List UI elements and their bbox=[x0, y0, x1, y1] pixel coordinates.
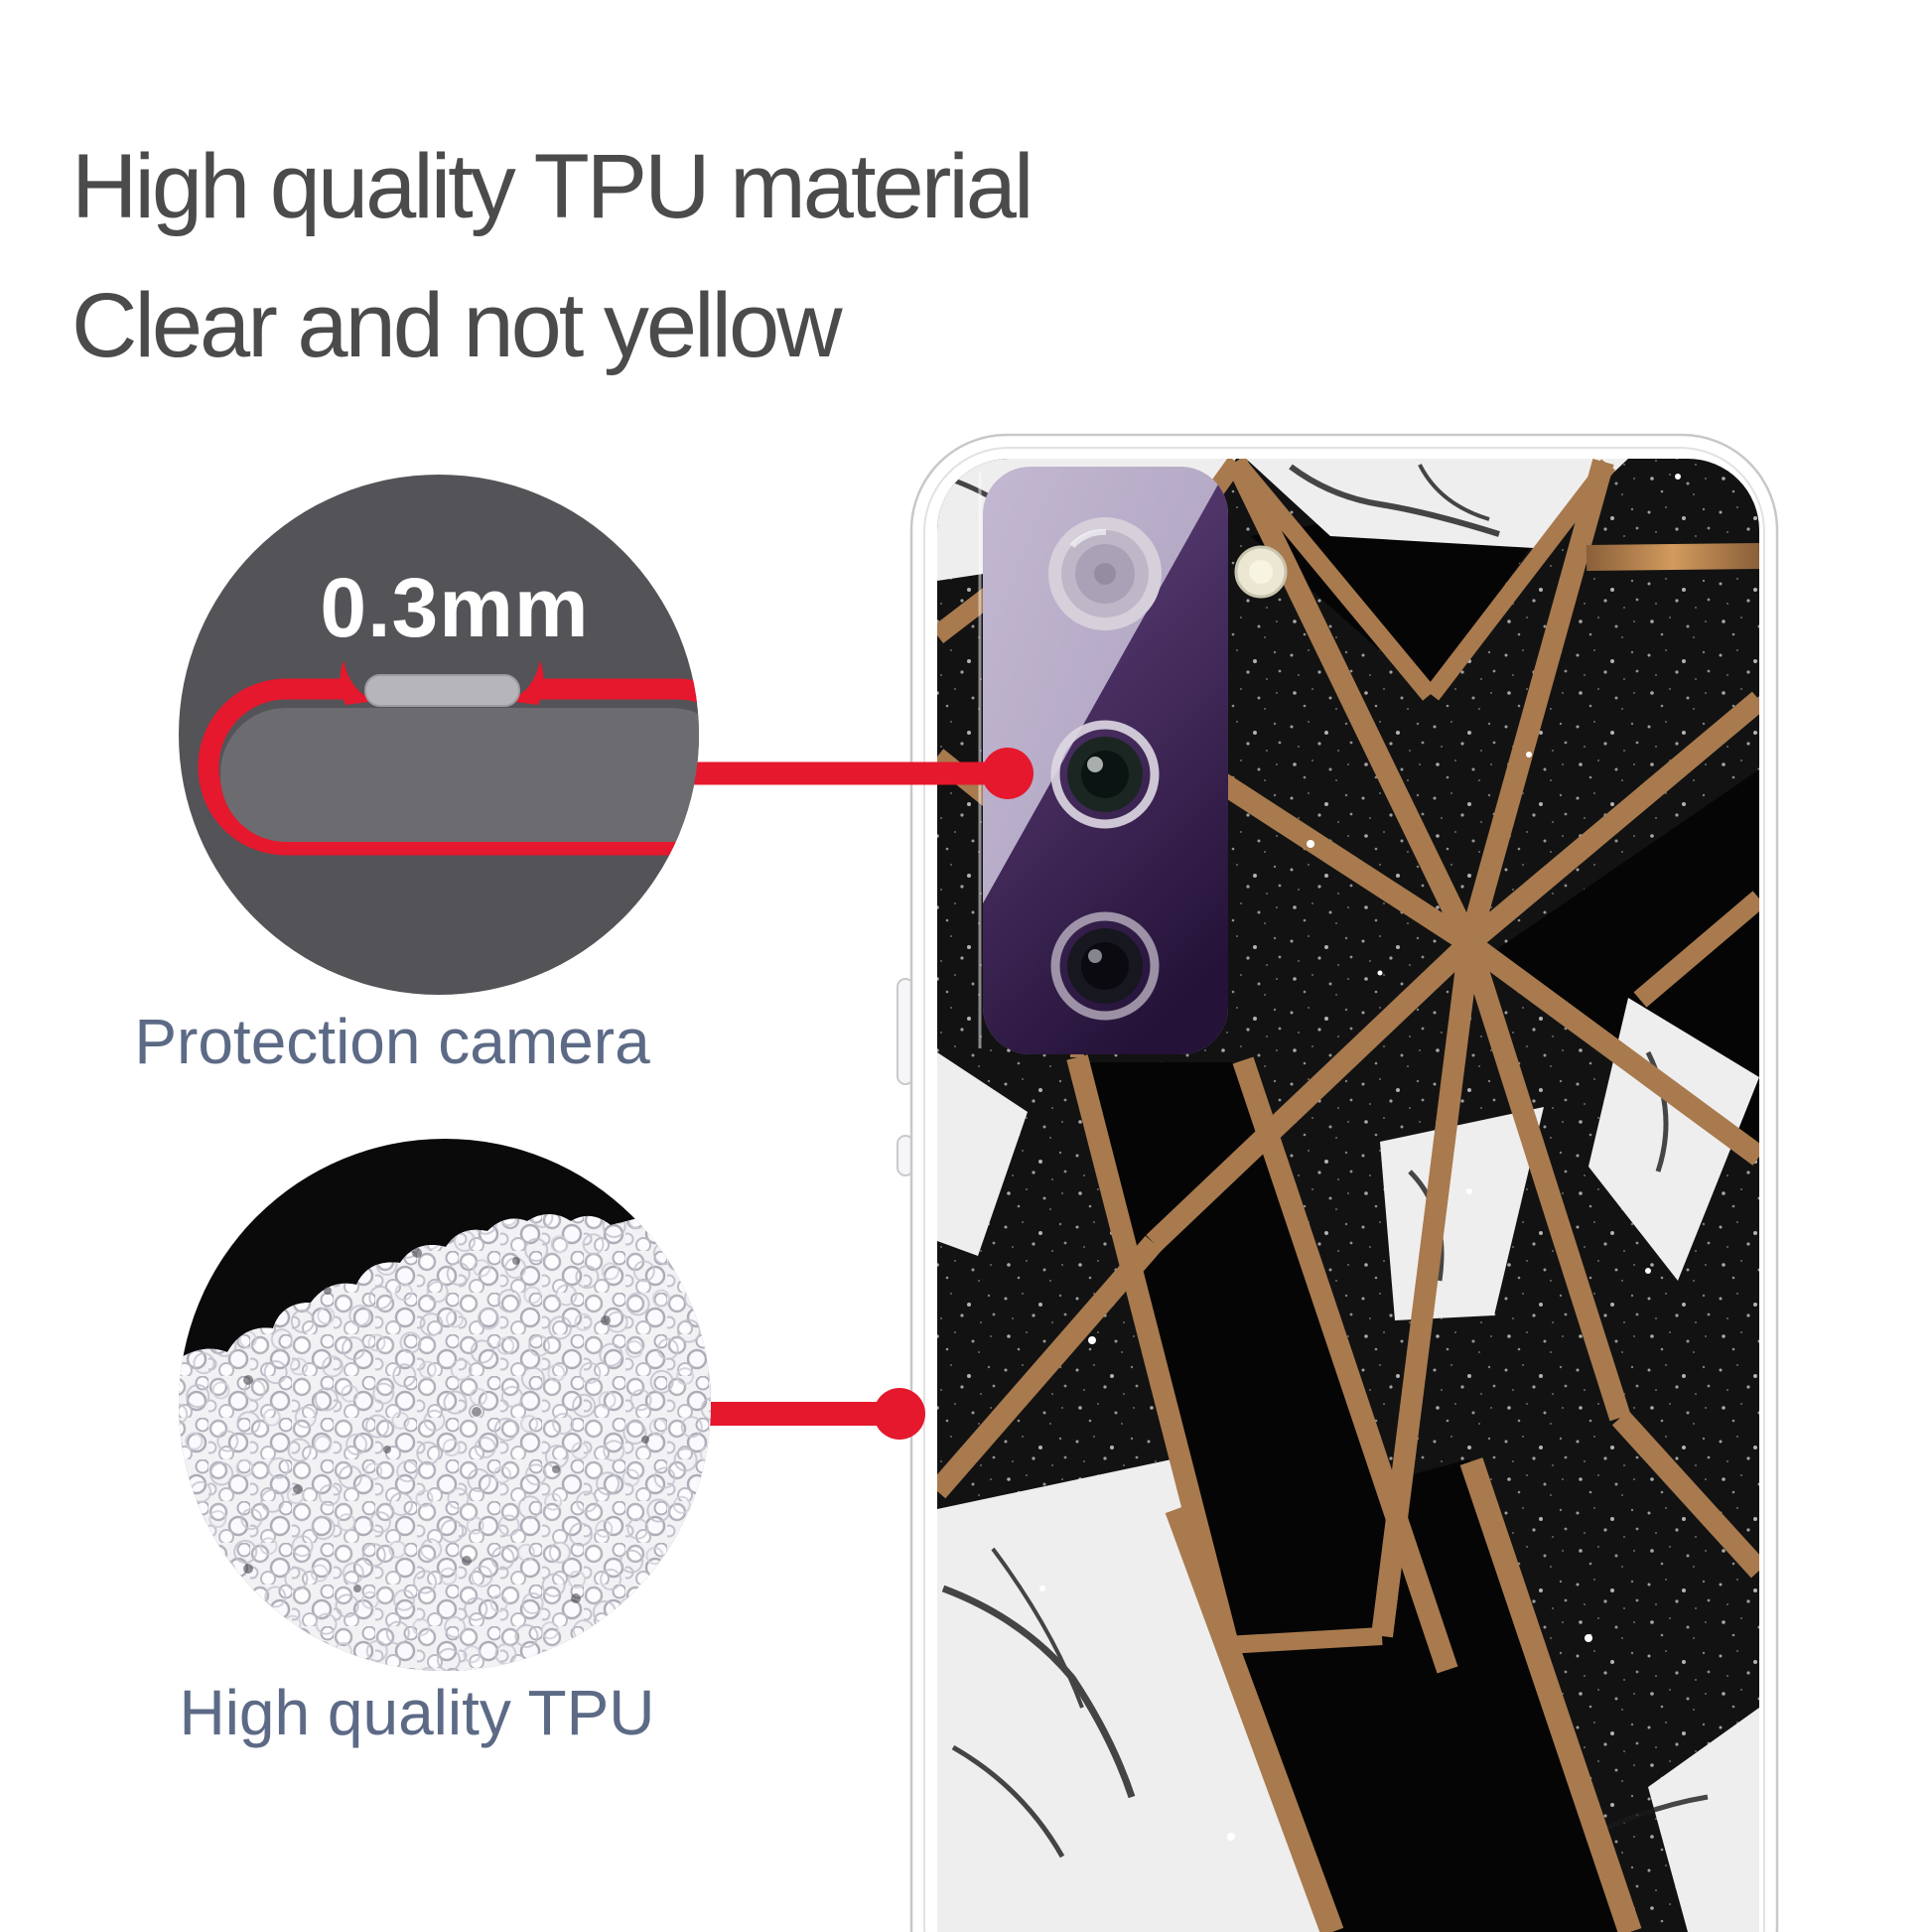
camera-lens-icon bbox=[1050, 720, 1160, 829]
tpu-granules-circle bbox=[179, 1139, 711, 1671]
camera-lens-icon bbox=[1050, 911, 1160, 1021]
title-line-1: High quality TPU material bbox=[71, 136, 1034, 237]
camera-lens-icon bbox=[1048, 517, 1162, 630]
phone-body-cross-section bbox=[220, 708, 699, 842]
case-inner-edge bbox=[923, 447, 1765, 1932]
callout-dot-icon bbox=[874, 1388, 925, 1440]
camera-module bbox=[978, 467, 1288, 1054]
callout-line-tpu bbox=[695, 1402, 899, 1426]
protection-camera-label: Protection camera bbox=[134, 1006, 650, 1077]
page-title: High quality TPU material Clear and not … bbox=[71, 117, 1034, 395]
case-lip-icon bbox=[340, 660, 544, 705]
thickness-badge: 0.3mm bbox=[320, 561, 590, 654]
callout-dot-icon bbox=[982, 748, 1034, 799]
flash-icon bbox=[1234, 545, 1288, 599]
phone-case-illustration bbox=[897, 433, 1779, 1932]
camera-protection-circle bbox=[179, 475, 699, 995]
high-quality-tpu-label: High quality TPU bbox=[179, 1677, 655, 1748]
granule-shadows bbox=[243, 1248, 649, 1603]
callout-connectors bbox=[685, 748, 1034, 1440]
callout-line-camera bbox=[685, 761, 1008, 785]
camera-bump-icon bbox=[364, 674, 520, 707]
title-line-2: Clear and not yellow bbox=[71, 275, 843, 376]
